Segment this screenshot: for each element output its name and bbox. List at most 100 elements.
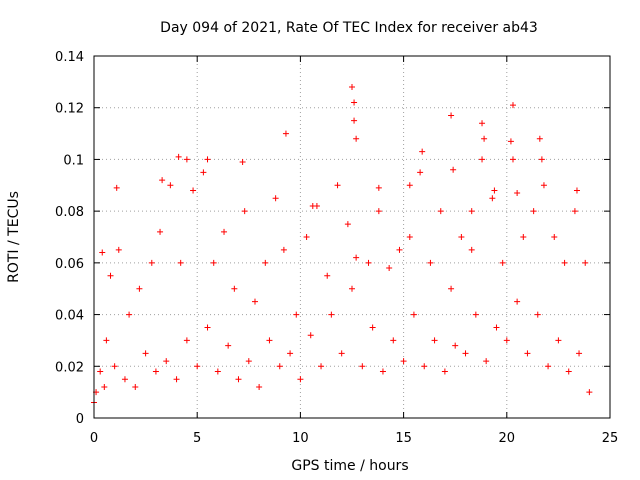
data-point xyxy=(115,246,122,253)
data-point xyxy=(107,272,114,279)
data-point xyxy=(276,363,283,370)
data-point xyxy=(245,358,252,365)
data-point xyxy=(282,130,289,137)
data-point xyxy=(545,363,552,370)
data-point xyxy=(344,221,351,228)
grid-lines xyxy=(94,56,610,418)
axis-ticks: 0 5 10 15 20 25 0 0.02 0.04 0.06 0.08 0.1 0.12 0.14 xyxy=(55,50,618,446)
data-point xyxy=(256,383,263,390)
data-point xyxy=(472,311,479,318)
data-point xyxy=(97,368,104,375)
data-point xyxy=(241,208,248,215)
y-axis-label: ROTI / TECUs xyxy=(6,191,22,283)
data-point xyxy=(177,259,184,266)
data-point xyxy=(272,195,279,202)
data-point xyxy=(225,342,232,349)
data-point xyxy=(142,350,149,357)
data-point xyxy=(448,112,455,119)
data-point xyxy=(514,298,521,305)
data-point xyxy=(200,169,207,176)
data-point xyxy=(159,177,166,184)
plot-frame xyxy=(93,55,611,419)
data-point xyxy=(126,311,133,318)
data-point xyxy=(349,285,355,292)
x-tick-label: 20 xyxy=(499,431,516,446)
data-point xyxy=(194,363,201,370)
data-point xyxy=(351,99,358,106)
y-tick-label: 0.1 xyxy=(63,153,84,168)
data-point xyxy=(309,202,316,209)
data-point xyxy=(499,259,506,266)
data-point xyxy=(571,208,578,215)
data-point xyxy=(450,166,457,173)
data-point xyxy=(507,138,514,145)
data-point xyxy=(503,337,510,344)
data-point xyxy=(121,376,128,383)
x-axis-label: GPS time / hours xyxy=(291,458,408,474)
data-points xyxy=(91,84,593,406)
x-tick-label: 25 xyxy=(602,431,619,446)
data-point xyxy=(103,337,110,344)
data-point xyxy=(303,234,310,240)
data-point xyxy=(353,254,360,261)
data-point xyxy=(101,383,108,390)
data-point xyxy=(334,182,341,189)
data-point xyxy=(183,337,190,344)
data-point xyxy=(421,363,428,370)
data-point xyxy=(481,135,488,142)
data-point xyxy=(509,102,516,109)
data-point xyxy=(491,187,498,194)
data-point xyxy=(338,350,345,357)
data-point xyxy=(148,259,155,266)
data-point xyxy=(462,350,469,357)
data-point xyxy=(204,156,211,163)
chart-title: Day 094 of 2021, Rate Of TEC Index for r… xyxy=(160,20,538,36)
data-point xyxy=(349,84,355,91)
data-point xyxy=(375,184,382,191)
data-point xyxy=(551,234,558,240)
data-point xyxy=(132,383,139,390)
y-tick-label: 0.04 xyxy=(55,309,84,324)
data-point xyxy=(99,249,106,256)
data-point xyxy=(489,195,496,202)
y-tick-label: 0 xyxy=(76,412,84,427)
data-point xyxy=(410,311,417,318)
data-point xyxy=(396,246,403,253)
data-point xyxy=(419,148,426,155)
data-point xyxy=(565,368,572,375)
data-point xyxy=(379,368,386,375)
data-point xyxy=(493,324,500,331)
data-point xyxy=(163,358,170,365)
x-tick-label: 0 xyxy=(90,431,98,446)
x-tick-label: 15 xyxy=(395,431,412,446)
data-point xyxy=(167,182,174,189)
data-point xyxy=(375,208,382,215)
data-point xyxy=(262,259,269,266)
data-point xyxy=(152,368,159,375)
data-point xyxy=(173,376,180,383)
data-point xyxy=(307,332,314,339)
x-tick-label: 5 xyxy=(193,431,201,446)
data-point xyxy=(136,285,143,292)
data-point xyxy=(251,298,258,305)
data-point xyxy=(328,311,335,318)
data-point xyxy=(400,358,407,365)
data-point xyxy=(293,311,300,318)
data-point xyxy=(113,184,120,191)
y-tick-label: 0.08 xyxy=(55,205,84,220)
y-tick-label: 0.12 xyxy=(55,102,84,117)
data-point xyxy=(324,272,331,279)
data-point xyxy=(386,265,393,272)
data-point xyxy=(406,182,413,189)
data-point xyxy=(365,259,372,266)
data-point xyxy=(468,208,475,215)
data-point xyxy=(524,350,531,357)
y-tick-label: 0.14 xyxy=(55,50,84,65)
data-point xyxy=(353,135,360,142)
data-point xyxy=(235,376,242,383)
data-point xyxy=(538,156,545,163)
data-point xyxy=(441,368,448,375)
y-tick-label: 0.06 xyxy=(55,257,84,272)
y-tick-label: 0.02 xyxy=(55,360,84,375)
data-point xyxy=(534,311,541,318)
